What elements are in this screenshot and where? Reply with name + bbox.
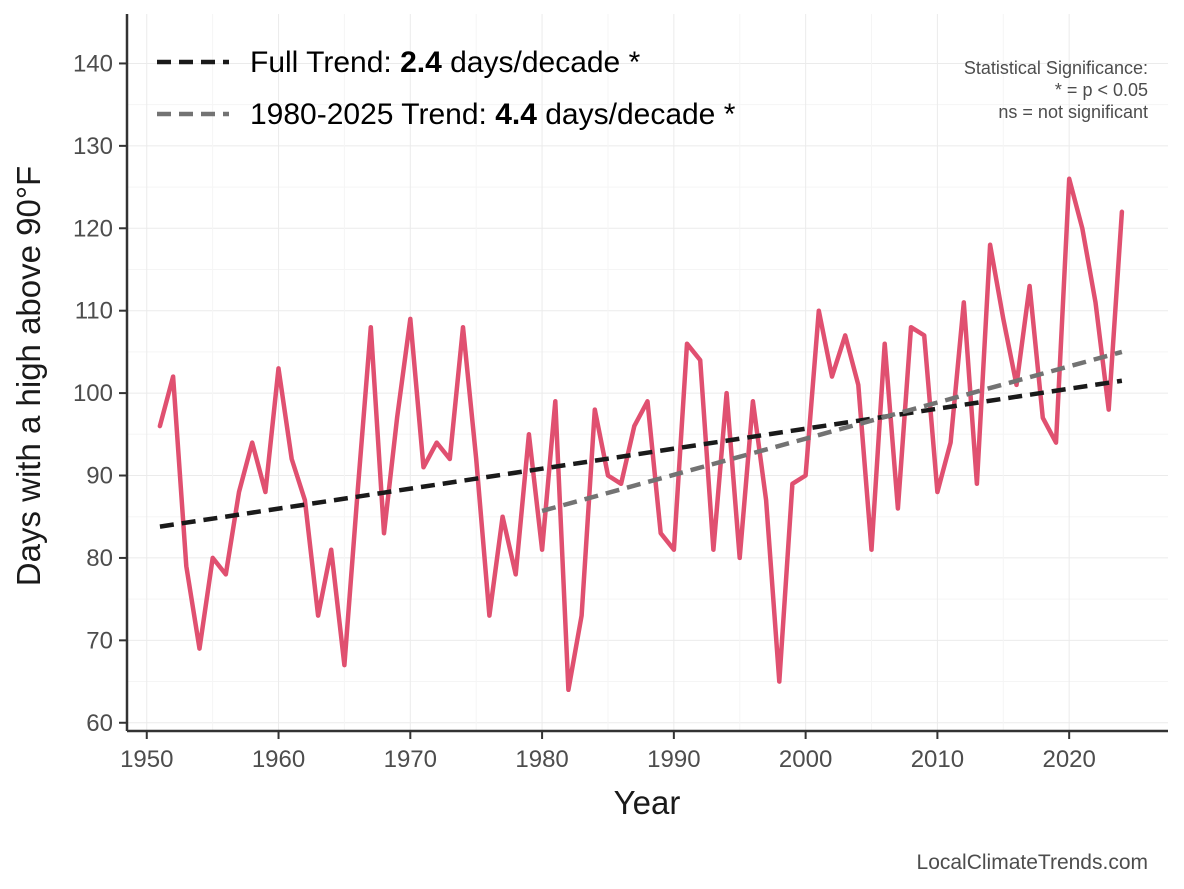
data-series: [157, 176, 1125, 693]
source-credit: LocalClimateTrends.com: [917, 851, 1148, 874]
significance-title: Statistical Significance:: [964, 58, 1148, 78]
x-tick-label: 2000: [779, 746, 832, 773]
y-tick-label: 110: [75, 298, 113, 325]
full-trend-line: [159, 378, 1123, 529]
y-tick-label: 70: [86, 627, 113, 654]
series-line-0: [157, 176, 1125, 693]
y-tick-label: 120: [73, 215, 113, 242]
y-tick-label: 100: [73, 380, 113, 407]
legend-recent-trend-suffix: days/decade *: [537, 98, 736, 131]
legend-full-trend-suffix: days/decade *: [442, 46, 641, 79]
x-tick-label: 1980: [515, 746, 568, 773]
significance-note: Statistical Significance: * = p < 0.05 n…: [964, 58, 1148, 122]
legend-label-full-trend: Full Trend: 2.4 days/decade *: [250, 46, 641, 79]
y-tick-label: 130: [73, 133, 113, 160]
x-tick-label: 1970: [384, 746, 437, 773]
x-tick-label: 1950: [120, 746, 173, 773]
y-tick-label: 80: [86, 545, 113, 572]
y-tick-label: 60: [86, 710, 113, 737]
y-tick-label: 90: [86, 463, 113, 490]
legend-recent-trend-value: 4.4: [495, 98, 537, 131]
legend: Full Trend: 2.4 days/decade * 1980-2025 …: [157, 46, 736, 131]
x-axis-title: Year: [614, 784, 681, 821]
y-axis-ticks: 60 70 80 90 100 110 120 130 140: [73, 50, 127, 737]
legend-full-trend-value: 2.4: [400, 46, 442, 79]
x-tick-label: 2010: [911, 746, 964, 773]
significance-ns: ns = not significant: [998, 102, 1148, 122]
y-tick-label: 140: [73, 50, 113, 77]
legend-label-recent-trend: 1980-2025 Trend: 4.4 days/decade *: [250, 98, 736, 131]
recent-trend-line: [541, 349, 1123, 514]
legend-recent-trend-prefix: 1980-2025 Trend:: [250, 98, 495, 131]
x-axis-ticks: 1950 1960 1970 1980 1990 2000 2010 2020: [120, 731, 1096, 773]
legend-full-trend-prefix: Full Trend:: [250, 46, 400, 79]
y-axis-title: Days with a high above 90°F: [10, 166, 47, 586]
x-tick-label: 2020: [1042, 746, 1095, 773]
grid: [127, 14, 1168, 731]
significance-p-value: * = p < 0.05: [1055, 80, 1148, 100]
x-tick-label: 1990: [647, 746, 700, 773]
axes: [125, 14, 1168, 733]
x-tick-label: 1960: [252, 746, 305, 773]
